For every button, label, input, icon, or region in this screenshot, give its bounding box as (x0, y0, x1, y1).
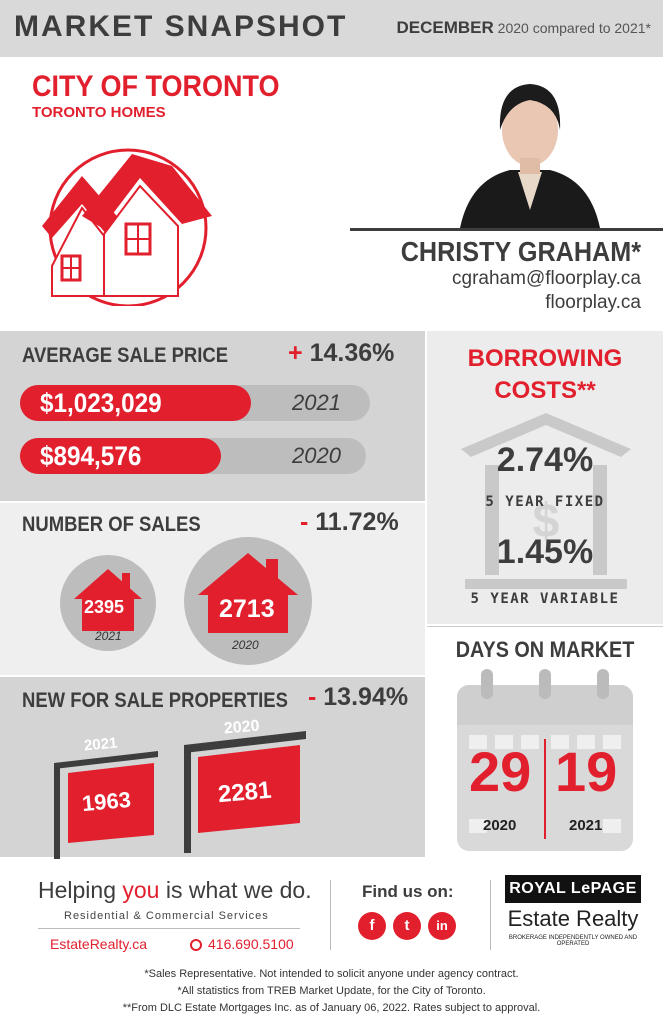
price-year-2020: 2020 (292, 443, 341, 468)
sales-value-2021: 2395 (84, 597, 125, 617)
slogan-accent: you (122, 877, 160, 903)
slogan: Helping you is what we do. (38, 877, 312, 904)
days-on-market-panel: DAYS ON MARKET 29 19 2020 2021 (427, 626, 663, 858)
sales-year-2021: 2021 (95, 629, 122, 643)
house-circle-icon (42, 148, 212, 306)
variable-rate: 1.45% (496, 533, 594, 571)
footer-divider (38, 928, 300, 929)
agent-photo (450, 60, 610, 228)
fixed-rate: 2.74% (496, 441, 594, 479)
change-value: 13.94% (323, 683, 409, 711)
days-year-2020: 2020 (483, 817, 517, 834)
city-title: CITY OF TORONTO (32, 70, 280, 103)
brand-logo-sub: Estate Realty (507, 906, 639, 931)
new-for-sale-change: - 13.94% (308, 683, 408, 712)
phone-link[interactable]: 416.690.5100 (190, 936, 294, 952)
facebook-icon[interactable]: f (358, 912, 386, 940)
for-sale-sign-icon-2020 (184, 731, 306, 853)
fixed-label: 5 YEAR FIXED (485, 494, 605, 510)
price-bar-2021: $1,023,029 2021 (20, 385, 370, 421)
agent-email-link[interactable]: cgraham@floorplay.ca (452, 268, 641, 289)
phone-icon (190, 939, 202, 952)
borrowing-title-line2: COSTS** (494, 377, 596, 404)
new-for-sale-panel: NEW FOR SALE PROPERTIES - 13.94% 2021 19… (0, 677, 425, 859)
change-sign: - (300, 508, 309, 536)
header-bar (0, 0, 663, 57)
change-sign: - (308, 683, 317, 711)
footer-vertical-divider (490, 880, 491, 950)
new-for-sale-value-2021: 1963 (80, 786, 132, 817)
brand-logo-top: ROYAL LePAGE (505, 875, 641, 903)
change-value: 11.72% (315, 508, 399, 536)
new-for-sale-value-2020: 2281 (216, 776, 273, 809)
header-month: DECEMBER (396, 18, 494, 37)
days-year-2021: 2021 (569, 817, 603, 834)
footer-vertical-divider (330, 880, 331, 950)
new-for-sale-year-2020: 2020 (223, 717, 261, 738)
price-bar-fill-2021 (20, 385, 251, 421)
number-of-sales-title: NUMBER OF SALES (22, 513, 201, 536)
change-sign: + (288, 339, 303, 367)
brokerage-website-link[interactable]: EstateRealty.ca (50, 936, 148, 952)
price-year-2021: 2021 (292, 390, 341, 415)
agent-divider (350, 228, 663, 231)
average-sale-price-panel: AVERAGE SALE PRICE + 14.36% $1,023,029 2… (0, 331, 425, 501)
agent-website-link[interactable]: floorplay.ca (545, 292, 641, 313)
days-value-2020: 29 (469, 740, 532, 803)
find-us-label: Find us on: (362, 882, 454, 901)
footnote-3: **From DLC Estate Mortgages Inc. as of J… (122, 1002, 541, 1014)
borrowing-title: BORROWING COSTS** (427, 343, 663, 407)
header-compare: 2020 compared to 2021* (497, 20, 651, 36)
price-bar-fill-2020 (20, 438, 221, 474)
bank-icon: $ (461, 413, 631, 589)
twitter-icon[interactable]: t (393, 912, 421, 940)
services-text: Residential & Commercial Services (64, 910, 269, 922)
variable-label: 5 YEAR VARIABLE (470, 591, 620, 607)
for-sale-sign-icon-2021 (54, 751, 158, 859)
calendar-icon (457, 669, 633, 851)
average-sale-price-change: + 14.36% (288, 339, 394, 368)
brand-logo-tagline: BROKERAGE INDEPENDENTLY OWNED AND OPERAT… (508, 935, 638, 947)
price-bar-2020: $894,576 2020 (20, 438, 366, 474)
number-of-sales-change: - 11.72% (300, 508, 399, 537)
city-subtitle: TORONTO HOMES (32, 104, 166, 121)
new-for-sale-year-2021: 2021 (83, 734, 119, 755)
borrowing-costs-panel: BORROWING COSTS** $ 2.74% 5 YEAR FIXED 1… (427, 331, 663, 624)
number-of-sales-panel: NUMBER OF SALES - 11.72% 2395 2021 2713 … (0, 503, 425, 675)
average-sale-price-title: AVERAGE SALE PRICE (22, 344, 229, 367)
house-icon-2021 (60, 555, 156, 651)
price-value-2021: $1,023,029 (40, 388, 162, 418)
slogan-post: is what we do. (159, 877, 312, 903)
linkedin-icon[interactable]: in (428, 912, 456, 940)
new-for-sale-title: NEW FOR SALE PROPERTIES (22, 689, 288, 712)
footnote-2: *All statistics from TREB Market Update,… (177, 985, 486, 997)
footnote-1: *Sales Representative. Not intended to s… (144, 968, 519, 980)
days-on-market-title: DAYS ON MARKET (455, 637, 635, 662)
sales-value-2020: 2713 (219, 595, 275, 623)
slogan-pre: Helping (38, 877, 123, 903)
dollar-icon: $ (533, 495, 560, 548)
price-value-2020: $894,576 (40, 441, 142, 471)
change-value: 14.36% (309, 339, 395, 367)
days-value-2021: 19 (555, 740, 618, 803)
page-title: MARKET SNAPSHOT (14, 10, 348, 43)
phone-number: 416.690.5100 (208, 936, 294, 952)
house-icon-2020 (184, 537, 312, 665)
agent-name: CHRISTY GRAHAM* (400, 236, 641, 267)
header-subtitle: DECEMBER 2020 compared to 2021* (396, 18, 651, 38)
borrowing-title-line1: BORROWING (467, 345, 623, 372)
sales-year-2020: 2020 (232, 638, 259, 652)
